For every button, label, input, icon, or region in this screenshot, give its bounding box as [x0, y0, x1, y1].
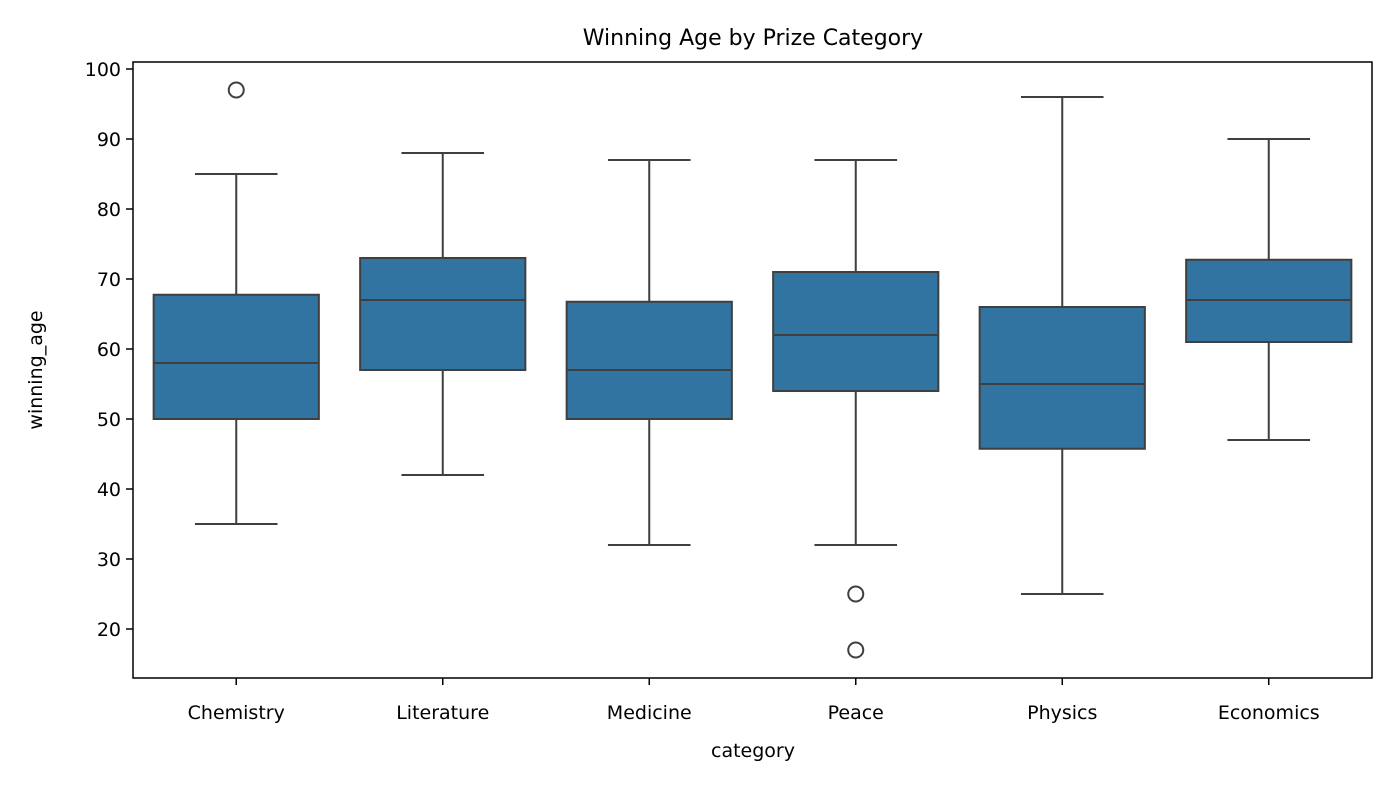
y-tick-label: 90	[97, 129, 121, 151]
box-medicine	[565, 159, 733, 546]
outlier-point	[227, 81, 245, 99]
iqr-box	[565, 300, 733, 420]
box-physics	[978, 96, 1146, 595]
x-tick-label: Physics	[1027, 702, 1097, 724]
iqr-box	[359, 257, 527, 371]
x-tick-label: Economics	[1218, 702, 1320, 724]
box-chemistry	[152, 81, 320, 525]
box-literature	[359, 152, 527, 476]
y-tick-label: 50	[97, 409, 121, 431]
y-tick-label: 20	[97, 619, 121, 641]
x-axis: Chemistry Literature Medicine Peace Physics E…	[188, 678, 1320, 724]
y-tick-label: 60	[97, 339, 121, 361]
x-tick-label: Chemistry	[188, 702, 285, 724]
iqr-box	[978, 306, 1146, 450]
x-tick-label: Literature	[396, 702, 489, 724]
y-axis-label: winning_age	[25, 310, 47, 429]
box-peace	[772, 159, 940, 659]
chart-title: Winning Age by Prize Category	[583, 26, 923, 51]
x-axis-label: category	[711, 740, 795, 762]
iqr-box	[772, 271, 940, 392]
x-tick-label: Peace	[828, 702, 884, 724]
x-tick-label: Medicine	[607, 702, 692, 724]
y-tick-label: 80	[97, 199, 121, 221]
y-tick-label: 40	[97, 479, 121, 501]
y-tick-label: 70	[97, 269, 121, 291]
outlier-point	[847, 585, 865, 603]
iqr-box	[152, 293, 320, 420]
y-tick-label: 30	[97, 549, 121, 571]
outlier-point	[847, 641, 865, 659]
plot-area	[152, 81, 1353, 659]
plot-frame	[132, 61, 1373, 679]
y-tick-label: 100	[85, 59, 121, 81]
y-axis: 20 30 40 50 60 70 80 90 100	[85, 59, 133, 641]
box-economics	[1185, 138, 1353, 441]
